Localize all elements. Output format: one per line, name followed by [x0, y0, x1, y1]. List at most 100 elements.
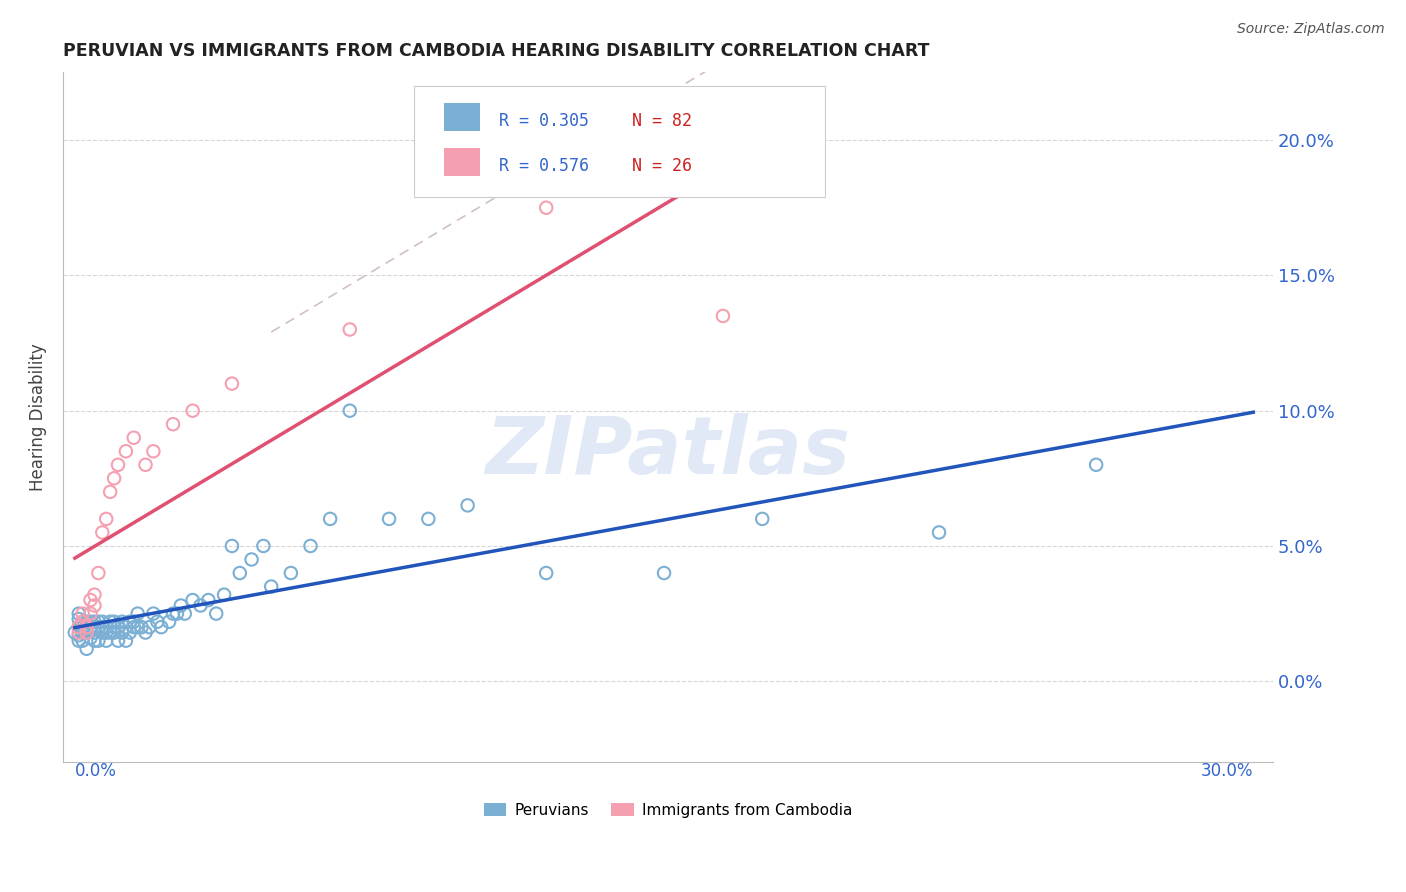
Point	[83, 588, 105, 602]
Point	[103, 615, 125, 629]
Point	[418, 512, 440, 526]
Text: Source: ZipAtlas.com: Source: ZipAtlas.com	[1237, 22, 1385, 37]
Point	[79, 620, 101, 634]
Y-axis label: Hearing Disability: Hearing Disability	[30, 343, 46, 491]
Text: 30.0%: 30.0%	[1201, 763, 1253, 780]
Point	[96, 620, 118, 634]
FancyBboxPatch shape	[444, 148, 481, 176]
Text: PERUVIAN VS IMMIGRANTS FROM CAMBODIA HEARING DISABILITY CORRELATION CHART: PERUVIAN VS IMMIGRANTS FROM CAMBODIA HEA…	[63, 42, 929, 60]
Text: R = 0.305: R = 0.305	[499, 112, 589, 129]
Point	[76, 620, 98, 634]
Point	[252, 539, 274, 553]
Point	[67, 620, 90, 634]
Point	[197, 593, 219, 607]
Point	[67, 628, 90, 642]
Point	[96, 625, 118, 640]
Point	[76, 615, 98, 629]
Point	[111, 615, 134, 629]
Point	[91, 615, 114, 629]
Point	[87, 566, 110, 580]
Point	[212, 588, 235, 602]
Point	[162, 417, 184, 432]
Point	[135, 458, 157, 472]
Point	[79, 593, 101, 607]
Point	[127, 620, 149, 634]
FancyBboxPatch shape	[413, 87, 825, 196]
Point	[170, 599, 193, 613]
Point	[135, 625, 157, 640]
Point	[150, 620, 173, 634]
Point	[91, 620, 114, 634]
Point	[79, 615, 101, 629]
Point	[67, 633, 90, 648]
Point	[181, 593, 204, 607]
Text: ZIPatlas: ZIPatlas	[485, 413, 851, 491]
Point	[138, 620, 160, 634]
Point	[98, 625, 121, 640]
Point	[1085, 458, 1108, 472]
Point	[76, 620, 98, 634]
Point	[115, 633, 138, 648]
Point	[240, 552, 263, 566]
Point	[91, 525, 114, 540]
Point	[87, 633, 110, 648]
Text: N = 82: N = 82	[631, 112, 692, 129]
Point	[166, 607, 188, 621]
Point	[221, 376, 243, 391]
Point	[76, 641, 98, 656]
Point	[221, 539, 243, 553]
Point	[63, 625, 86, 640]
Point	[96, 633, 118, 648]
Point	[83, 633, 105, 648]
Point	[98, 484, 121, 499]
Point	[107, 458, 129, 472]
Point	[260, 580, 283, 594]
Text: 0.0%: 0.0%	[75, 763, 117, 780]
Point	[96, 512, 118, 526]
Point	[229, 566, 252, 580]
Point	[115, 620, 138, 634]
Point	[190, 599, 212, 613]
Point	[457, 499, 479, 513]
Point	[115, 444, 138, 458]
Point	[111, 625, 134, 640]
Point	[652, 566, 675, 580]
Point	[67, 607, 90, 621]
Point	[339, 403, 361, 417]
Point	[122, 615, 145, 629]
Point	[83, 625, 105, 640]
Point	[83, 620, 105, 634]
Point	[928, 525, 950, 540]
Point	[103, 625, 125, 640]
Point	[319, 512, 342, 526]
Point	[107, 620, 129, 634]
Point	[751, 512, 773, 526]
Point	[711, 309, 734, 323]
Point	[76, 625, 98, 640]
Point	[79, 631, 101, 645]
Point	[83, 615, 105, 629]
Point	[98, 615, 121, 629]
Point	[91, 625, 114, 640]
Text: R = 0.576: R = 0.576	[499, 157, 589, 175]
Point	[181, 403, 204, 417]
Point	[127, 607, 149, 621]
Point	[142, 444, 165, 458]
Point	[534, 566, 557, 580]
Point	[103, 620, 125, 634]
Point	[67, 612, 90, 626]
Point	[162, 607, 184, 621]
Point	[205, 607, 228, 621]
Point	[173, 607, 195, 621]
Point	[72, 607, 94, 621]
Point	[122, 431, 145, 445]
Point	[157, 615, 180, 629]
Point	[103, 471, 125, 485]
Point	[339, 322, 361, 336]
Point	[118, 615, 141, 629]
Point	[72, 625, 94, 640]
Legend: Peruvians, Immigrants from Cambodia: Peruvians, Immigrants from Cambodia	[478, 797, 859, 824]
Point	[107, 633, 129, 648]
Point	[87, 620, 110, 634]
Point	[72, 625, 94, 640]
